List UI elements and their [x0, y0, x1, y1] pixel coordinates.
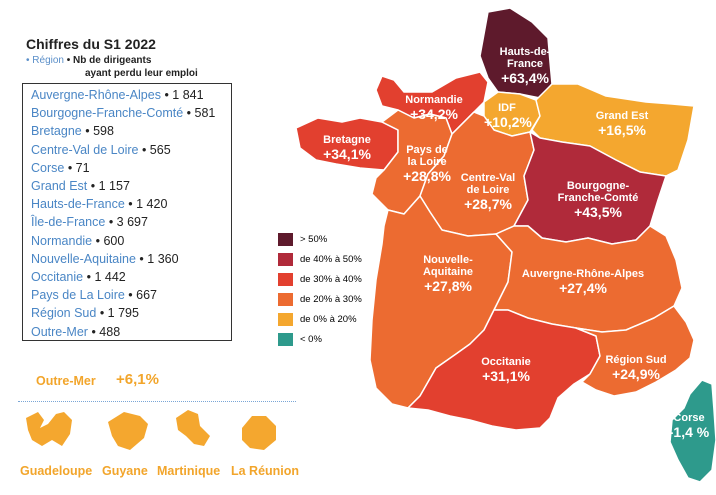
region-sud [575, 305, 695, 397]
outre-mer-value: +6,1% [116, 371, 159, 388]
reunion-shape [242, 416, 276, 450]
island-label-martinique: Martinique [157, 464, 221, 478]
scale-swatch [278, 313, 293, 326]
island-label-la-reunion: La Réunion [231, 464, 300, 478]
list-item: Centre-Val de Loire • 565 [31, 142, 171, 157]
scale-label: de 30% à 40% [300, 274, 362, 285]
legend-count-label-line2: ayant perdu leur emploi [85, 68, 198, 79]
list-item: Outre-Mer • 488 [31, 324, 121, 339]
scale-swatch [278, 273, 293, 286]
scale-label: de 0% à 20% [300, 314, 357, 325]
list-item: Bretagne • 598 [31, 124, 114, 139]
outre-mer-divider [18, 401, 296, 402]
overseas-islands [26, 410, 276, 450]
island-label-guadeloupe: Guadeloupe [20, 464, 93, 478]
map-label-grand-est: Grand Est +16,5% [595, 110, 649, 138]
scale-swatch [278, 253, 293, 266]
scale-swatch [278, 233, 293, 246]
map-label-bourgogne-franche-comte: Bourgogne- Franche-Comté +43,5% [557, 180, 639, 220]
martinique-shape [176, 410, 210, 446]
scale-label: < 0% [300, 334, 322, 345]
region-occitanie [407, 309, 601, 431]
scale-label: > 50% [300, 234, 328, 245]
scale-label: de 20% à 30% [300, 294, 362, 305]
list-item: Île-de-France • 3 697 [31, 215, 148, 230]
map-label-hauts-de-france: Hauts-de- France +63,4% [499, 46, 551, 86]
list-item: Région Sud • 1 795 [31, 306, 139, 321]
list-item: Nouvelle-Aquitaine • 1 360 [31, 251, 179, 266]
scale-label: de 40% à 50% [300, 254, 362, 265]
scale-swatch [278, 293, 293, 306]
list-item: Occitanie • 1 442 [31, 270, 126, 285]
list-item: Bourgogne-Franche-Comté • 581 [31, 106, 216, 121]
region-corse [669, 379, 716, 483]
list-item: Grand Est • 1 157 [31, 179, 130, 194]
map-label-idf: IDF +10,2% [484, 102, 532, 130]
legend-region-label: • Région [26, 55, 64, 66]
chart-title: Chiffres du S1 2022 [26, 36, 156, 52]
outre-mer-title: Outre-Mer [36, 374, 96, 388]
list-legend: • Région • Nb de dirigeants ayant perdu … [26, 55, 198, 79]
guadeloupe-shape [26, 412, 72, 446]
legend-count-label: • Nb de dirigeants [66, 55, 152, 66]
guyane-shape [108, 412, 148, 450]
map-label-auvergne-rhone-alpes: Auvergne-Rhône-Alpes +27,4% [521, 268, 645, 296]
list-item: Pays de La Loire • 667 [31, 288, 158, 303]
map-label-nouvelle-aquitaine: Nouvelle- Aquitaine +27,8% [422, 254, 474, 294]
scale-swatch [278, 333, 293, 346]
list-item: Corse • 71 [31, 160, 90, 175]
map-label-bretagne: Bretagne +34,1% [323, 134, 371, 162]
map-label-pays-de-la-loire: Pays de la Loire +28,8% [403, 144, 451, 184]
list-item: Hauts-de-France • 1 420 [31, 197, 168, 212]
region-count-list: Auvergne-Rhône-Alpes • 1 841 Bourgogne-F… [22, 83, 232, 341]
map-label-centre-val-de-loire: Centre-Val de Loire +28,7% [460, 172, 516, 212]
map-label-corse: Corse -1,4 % [668, 412, 710, 440]
map-label-normandie: Normandie +34,2% [405, 94, 463, 122]
map-label-occitanie: Occitanie +31,1% [481, 356, 531, 384]
list-item: Auvergne-Rhône-Alpes • 1 841 [31, 88, 204, 102]
island-label-guyane: Guyane [102, 464, 148, 478]
map-label-region-sud: Région Sud +24,9% [605, 354, 667, 382]
list-item: Normandie • 600 [31, 233, 125, 248]
